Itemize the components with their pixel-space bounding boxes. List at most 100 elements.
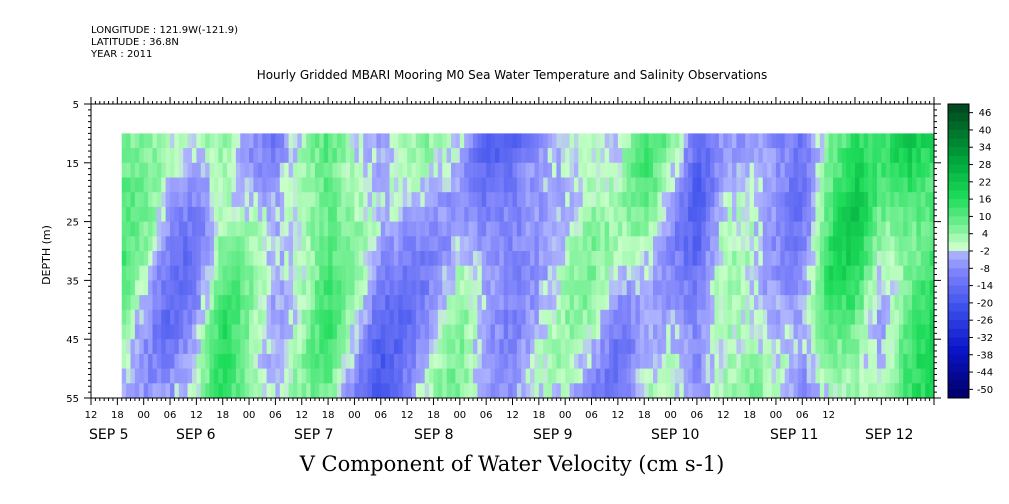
heatmap-cell — [310, 353, 316, 370]
heatmap-cell — [472, 148, 478, 164]
heatmap-cell — [271, 251, 277, 267]
heatmap-cell — [573, 133, 579, 149]
heatmap-cell — [508, 133, 514, 149]
heatmap-cell — [310, 383, 316, 398]
heatmap-cell — [521, 309, 527, 326]
heatmap-cell — [358, 339, 364, 355]
heatmap-cell — [442, 221, 448, 237]
heatmap-cell — [367, 339, 373, 355]
heatmap-cell — [455, 324, 461, 340]
heatmap-cell — [771, 177, 777, 193]
heatmap-cell — [358, 177, 364, 193]
heatmap-cell — [775, 265, 781, 281]
heatmap-cell — [811, 324, 817, 340]
heatmap-cell — [666, 251, 672, 267]
heatmap-cell — [345, 133, 351, 149]
heatmap-cell — [912, 324, 918, 340]
heatmap-cell — [609, 280, 615, 296]
heatmap-cell — [464, 148, 470, 164]
heatmap-cell — [688, 162, 694, 179]
heatmap-cell — [916, 192, 922, 208]
heatmap-cell — [350, 265, 356, 281]
heatmap-cell — [771, 383, 777, 398]
heatmap-cell — [714, 295, 720, 311]
heatmap-cell — [165, 251, 171, 267]
heatmap-cell — [920, 383, 926, 398]
heatmap-cell — [262, 383, 268, 398]
heatmap-cell — [622, 309, 628, 326]
heatmap-cell — [292, 353, 298, 370]
heatmap-cell — [885, 309, 891, 326]
heatmap-cell — [130, 295, 136, 311]
heatmap-cell — [455, 383, 461, 398]
heatmap-cell — [789, 162, 795, 179]
heatmap-cell — [670, 353, 676, 370]
heatmap-cell — [402, 162, 408, 179]
heatmap-cell — [415, 148, 421, 164]
heatmap-cell — [288, 162, 294, 179]
heatmap-cell — [530, 383, 536, 398]
heatmap-cell — [705, 295, 711, 311]
heatmap-cell — [600, 309, 606, 326]
heatmap-cell — [819, 148, 825, 164]
x-day-label: SEP 5 — [89, 427, 129, 443]
heatmap-cell — [411, 236, 417, 252]
heatmap-cell — [749, 324, 755, 340]
heatmap-cell — [683, 192, 689, 208]
heatmap-cell — [402, 192, 408, 208]
heatmap-cell — [850, 251, 856, 267]
heatmap-cell — [415, 265, 421, 281]
heatmap-cell — [174, 339, 180, 355]
heatmap-cell — [876, 309, 882, 326]
heatmap-cell — [670, 236, 676, 252]
heatmap-cell — [170, 309, 176, 326]
heatmap-cell — [600, 353, 606, 370]
heatmap-cell — [385, 353, 391, 370]
heatmap-cell — [837, 251, 843, 267]
heatmap-cell — [578, 133, 584, 149]
heatmap-cell — [626, 353, 632, 370]
heatmap-cell — [429, 148, 435, 164]
heatmap-cell — [402, 368, 408, 384]
heatmap-cell — [446, 309, 452, 326]
heatmap-cell — [688, 148, 694, 164]
heatmap-cell — [859, 295, 865, 311]
heatmap-cell — [468, 221, 474, 237]
heatmap-cell — [828, 339, 834, 355]
heatmap-cell — [907, 324, 913, 340]
heatmap-cell — [530, 162, 536, 179]
heatmap-cell — [736, 177, 742, 193]
heatmap-cell — [903, 280, 909, 296]
heatmap-cell — [486, 295, 492, 311]
heatmap-cell — [683, 133, 689, 149]
heatmap-cell — [178, 251, 184, 267]
heatmap-cell — [499, 133, 505, 149]
heatmap-cell — [187, 251, 193, 267]
heatmap-cell — [240, 221, 246, 237]
heatmap-cell — [512, 295, 518, 311]
heatmap-cell — [275, 133, 281, 149]
heatmap-cell — [881, 148, 887, 164]
heatmap-cell — [771, 251, 777, 267]
heatmap-cell — [174, 383, 180, 398]
heatmap-cell — [512, 236, 518, 252]
heatmap-cell — [178, 309, 184, 326]
heatmap-cell — [310, 148, 316, 164]
heatmap-cell — [292, 177, 298, 193]
heatmap-cell — [191, 133, 197, 149]
heatmap-cell — [837, 206, 843, 223]
heatmap-cell — [437, 280, 443, 296]
heatmap-cell — [297, 368, 303, 384]
heatmap-cell — [736, 353, 742, 370]
heatmap-cell — [341, 383, 347, 398]
heatmap-cell — [793, 162, 799, 179]
x-axis-caption: V Component of Water Velocity (cm s-1) — [299, 452, 725, 476]
heatmap-cell — [451, 309, 457, 326]
heatmap-cell — [301, 295, 307, 311]
heatmap-cell — [376, 368, 382, 384]
heatmap-cell — [692, 177, 698, 193]
heatmap-cell — [262, 309, 268, 326]
heatmap-cell — [876, 148, 882, 164]
heatmap-cell — [859, 339, 865, 355]
heatmap-cell — [156, 133, 162, 149]
